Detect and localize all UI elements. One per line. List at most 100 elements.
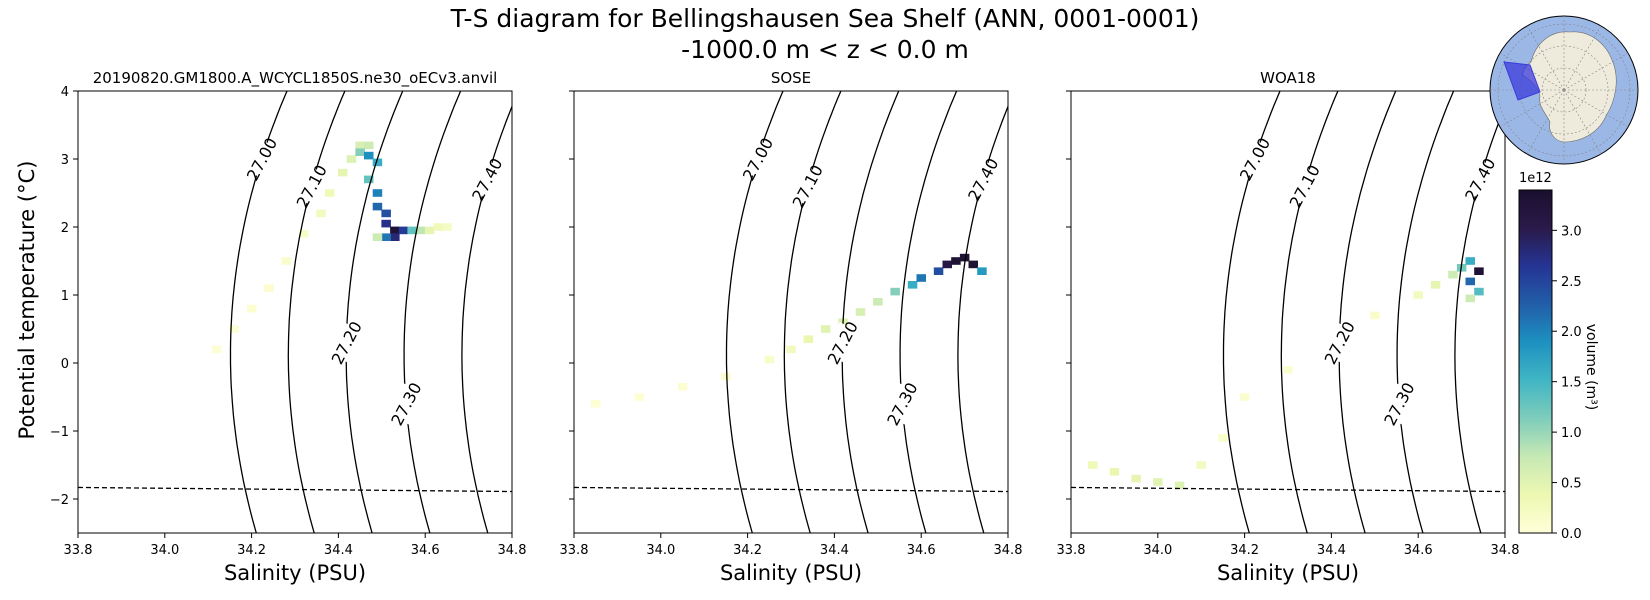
x-tick-label: 34.6 <box>907 543 936 558</box>
x-tick-label: 34.6 <box>1404 543 1433 558</box>
heatmap-cell <box>1109 468 1120 476</box>
density-contour <box>636 91 693 533</box>
heatmap-cell <box>803 335 814 343</box>
heatmap-cell <box>942 260 952 269</box>
axes-frame <box>77 90 513 534</box>
contour-label-bg <box>1461 158 1499 201</box>
heatmap-cell <box>1370 311 1380 320</box>
inset-region <box>1503 61 1541 101</box>
heatmap-cell <box>890 287 900 296</box>
panel-title: SOSE <box>771 69 811 87</box>
density-contour <box>1016 91 1073 533</box>
contour-label-bg <box>243 138 281 180</box>
axes-frame <box>573 90 1009 534</box>
heatmap-cell <box>873 298 883 306</box>
heatmap-cell <box>786 345 796 354</box>
heatmap-cell <box>416 226 426 235</box>
colorbar-tick-label: 2.5 <box>1561 275 1582 290</box>
colorbar-tick-label: 1.5 <box>1561 376 1582 391</box>
x-axis-label: Salinity (PSU) <box>1217 561 1359 585</box>
heatmap-cell <box>1413 291 1423 299</box>
colorbar-label: volume (m³) <box>1583 324 1599 411</box>
contour-label-bg <box>292 165 330 207</box>
heatmap-cell <box>364 175 374 184</box>
heatmap-cell <box>442 223 452 231</box>
density-contour <box>345 91 404 533</box>
contour-label-bg <box>964 158 1002 201</box>
density-contour <box>783 91 842 533</box>
inset-grid-meridian <box>1563 89 1629 128</box>
heatmap-cell <box>372 189 383 197</box>
contour-label-bg <box>1320 321 1358 364</box>
heatmap-cell <box>390 226 400 235</box>
heatmap-cell <box>1088 461 1098 469</box>
x-tick-label: 34.4 <box>324 543 353 558</box>
heatmap-cell <box>325 189 335 197</box>
density-contour <box>1338 91 1397 533</box>
heatmap-cell <box>364 141 374 150</box>
x-tick-label: 34.8 <box>498 543 527 558</box>
density-contour <box>841 91 900 533</box>
heatmap-cell <box>338 168 348 177</box>
heatmap-cell <box>968 260 978 269</box>
y-tick-label: 1 <box>61 289 69 304</box>
heatmap-cell <box>677 383 688 391</box>
contour-label-bg <box>739 138 777 180</box>
figure-title-line1: T-S diagram for Bellingshausen Sea Shelf… <box>450 4 1200 33</box>
heatmap-cell <box>355 141 365 150</box>
colorbar-tick-label: 0.0 <box>1561 527 1582 542</box>
colorbar-exponent: 1e12 <box>1519 171 1552 186</box>
contour-label-bg <box>327 321 365 364</box>
heatmap-cell <box>398 226 409 235</box>
heatmap-cell <box>907 281 918 289</box>
heatmap-cell <box>298 230 309 238</box>
inset-grid-meridian <box>1526 25 1565 91</box>
contour-label-bg <box>1380 383 1418 425</box>
heatmap-cell <box>355 148 365 156</box>
heatmap-cell <box>1196 461 1206 469</box>
inset-grid-meridian <box>1563 52 1629 91</box>
y-axis-label: Potential temperature (°C) <box>15 161 39 440</box>
heatmap-cell <box>424 226 435 235</box>
heatmap-cell <box>1131 474 1141 483</box>
heatmap-cell <box>381 219 391 228</box>
density-contour <box>693 91 750 533</box>
density-contour <box>1074 91 1131 533</box>
x-tick-label: 34.6 <box>411 543 440 558</box>
contour-label-bg <box>883 383 921 425</box>
density-contour <box>520 91 577 533</box>
figure-title-line2: -1000.0 m < z < 0.0 m <box>681 35 969 64</box>
heatmap-cell <box>372 202 383 211</box>
colorbar-tick-label: 3.0 <box>1561 224 1582 239</box>
contour-label-bg <box>387 383 425 425</box>
heatmap-cell <box>933 267 944 275</box>
colorbar: 1e12 volume (m³) 0.0 0.5 1.0 1.5 2.0 2.5 3.0 <box>1518 171 1599 542</box>
density-contour <box>403 91 462 533</box>
density-contour <box>578 91 635 533</box>
y-tick-label: 2 <box>61 221 69 236</box>
heatmap-cell <box>1283 366 1293 374</box>
heatmap-cell <box>764 355 775 364</box>
heatmap-cell <box>1153 478 1163 486</box>
panel-title: 20190820.GM1800.A_WCYCL1850S.ne30_oECv3.… <box>93 69 498 88</box>
x-axis-label: Salinity (PSU) <box>224 561 366 585</box>
y-tick-label: 0 <box>61 357 69 372</box>
heatmap-cell <box>212 345 222 354</box>
heatmap-cell <box>1465 277 1475 286</box>
colorbar-tick-label: 2.0 <box>1561 325 1582 340</box>
axes-frame <box>1070 90 1506 534</box>
density-contour <box>287 91 346 533</box>
x-tick-label: 34.8 <box>994 543 1023 558</box>
panel-title: WOA18 <box>1260 69 1316 87</box>
x-tick-label: 34.2 <box>237 543 266 558</box>
heatmap-cell <box>264 284 274 292</box>
heatmap-cell <box>229 325 239 333</box>
heatmap-cell <box>281 257 292 265</box>
heatmap-cell <box>433 223 443 231</box>
y-tick-label: −2 <box>50 493 69 508</box>
heatmap-cell <box>977 267 987 275</box>
heatmap-cell <box>381 209 391 218</box>
density-contour <box>899 91 958 533</box>
